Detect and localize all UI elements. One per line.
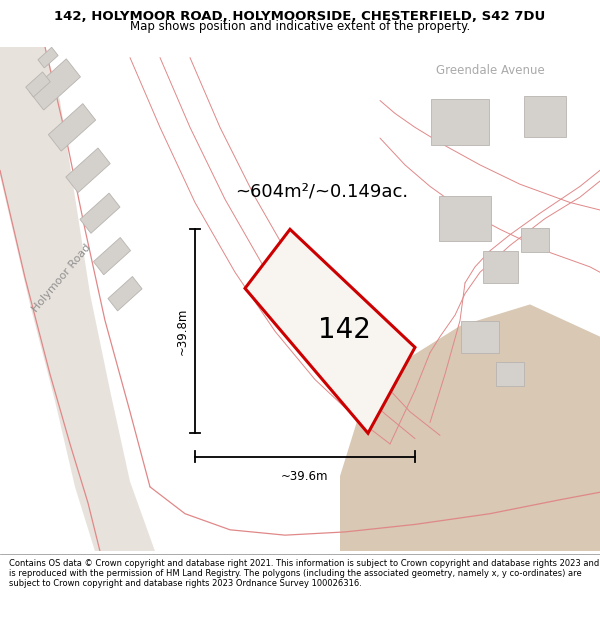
Polygon shape — [26, 72, 50, 97]
Polygon shape — [29, 59, 80, 110]
Text: 142: 142 — [318, 316, 371, 344]
Polygon shape — [66, 148, 110, 192]
Polygon shape — [461, 321, 499, 352]
Polygon shape — [340, 304, 600, 551]
Text: Greendale Avenue: Greendale Avenue — [436, 64, 544, 77]
Text: ~604m²/~0.149ac.: ~604m²/~0.149ac. — [235, 182, 408, 201]
Text: ~39.8m: ~39.8m — [176, 308, 188, 355]
Text: Map shows position and indicative extent of the property.: Map shows position and indicative extent… — [130, 20, 470, 32]
Polygon shape — [80, 193, 120, 233]
Polygon shape — [245, 229, 415, 433]
Polygon shape — [0, 47, 155, 551]
Polygon shape — [496, 362, 524, 386]
Polygon shape — [431, 99, 489, 144]
Polygon shape — [439, 196, 491, 241]
Text: Contains OS data © Crown copyright and database right 2021. This information is : Contains OS data © Crown copyright and d… — [9, 559, 599, 588]
Polygon shape — [524, 96, 566, 137]
Polygon shape — [108, 276, 142, 311]
Polygon shape — [38, 48, 58, 68]
Polygon shape — [521, 228, 549, 252]
Polygon shape — [49, 104, 95, 151]
Polygon shape — [482, 251, 517, 283]
Text: 142, HOLYMOOR ROAD, HOLYMOORSIDE, CHESTERFIELD, S42 7DU: 142, HOLYMOOR ROAD, HOLYMOORSIDE, CHESTE… — [55, 10, 545, 23]
Polygon shape — [94, 238, 131, 275]
Text: ~39.6m: ~39.6m — [281, 470, 329, 482]
Text: Holymoor Road: Holymoor Road — [31, 242, 93, 314]
